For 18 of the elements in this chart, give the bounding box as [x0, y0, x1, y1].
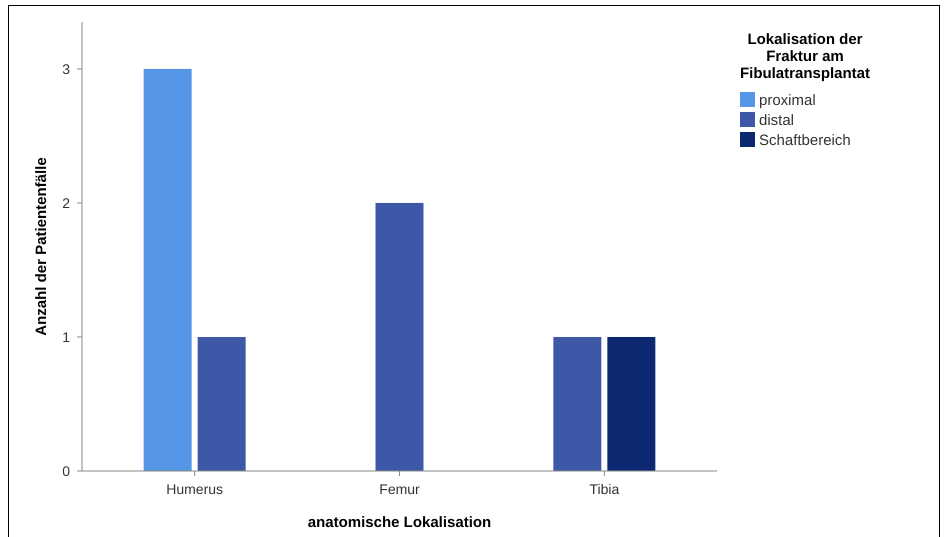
- y-tick-label: 2: [62, 194, 70, 211]
- x-tick-label: Femur: [379, 481, 420, 497]
- bar: [198, 336, 246, 471]
- bar: [607, 336, 656, 471]
- bar: [144, 68, 192, 471]
- bar: [376, 202, 424, 471]
- legend-label: proximal: [759, 92, 816, 109]
- y-tick-label: 1: [62, 328, 70, 345]
- legend-label: distal: [759, 112, 794, 129]
- y-axis-title: Anzahl der Patientenfälle: [33, 157, 50, 336]
- x-tick-label: Tibia: [589, 481, 620, 497]
- bar: [553, 336, 602, 471]
- legend-label: Schaftbereich: [759, 132, 851, 149]
- y-tick-label: 0: [62, 463, 70, 479]
- legend-title: Lokalisation der Fraktur am Fibulatransplantat: [740, 31, 870, 82]
- x-axis-title: anatomische Lokalisation: [308, 514, 492, 531]
- x-tick-label: Humerus: [166, 481, 224, 497]
- y-tick-label: 3: [62, 60, 70, 77]
